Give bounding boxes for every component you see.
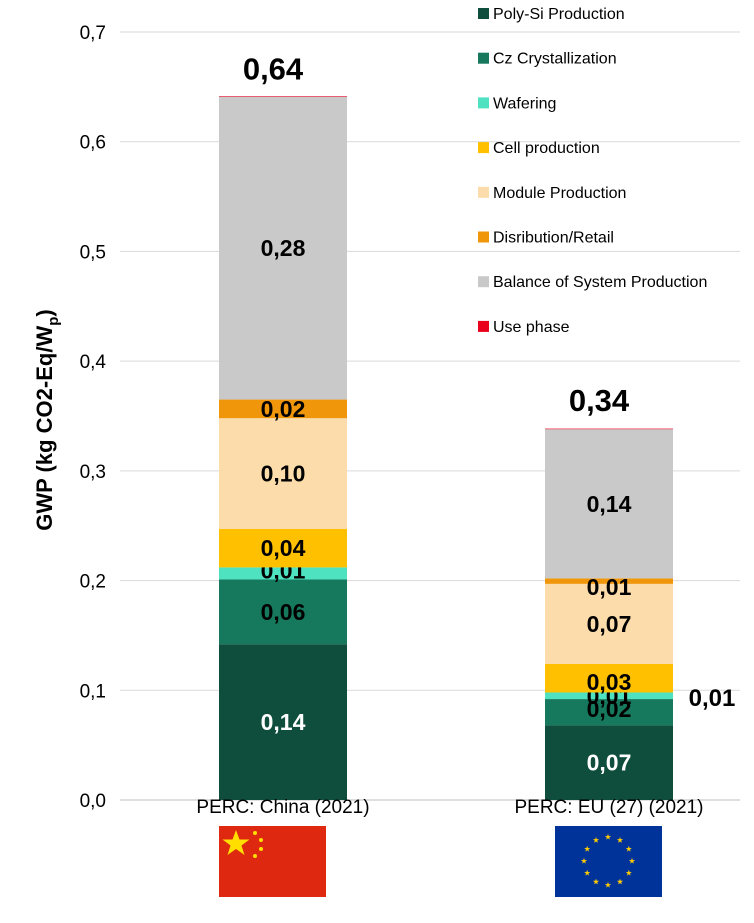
legend-entry: Balance of System Production: [493, 274, 707, 291]
eu-star-icon: [604, 881, 612, 888]
segment-label: 0,07: [587, 750, 632, 776]
bar-segment: [219, 399, 347, 419]
segment-label: 0,04: [261, 535, 306, 561]
bar-segment: [219, 644, 347, 800]
eu-star-icon: [580, 857, 588, 864]
segment-label: 0,07: [587, 611, 632, 637]
segment-label: 0,10: [261, 461, 306, 487]
category-label: PERC: China (2021): [196, 797, 369, 818]
segment-label: 0,14: [587, 491, 632, 517]
legend-swatch: [478, 231, 489, 243]
eu-star-icon: [584, 845, 591, 852]
y-tick-label: 0,7: [80, 23, 106, 44]
y-axis-ticks: 0,0 0,1 0,2 0,3 0,4 0,5 0,6 0,7: [80, 23, 107, 812]
bar-segment: [219, 418, 347, 530]
legend-swatch: [478, 142, 489, 154]
bar-segment: [219, 579, 347, 645]
eu-star-icon: [584, 869, 591, 876]
bar-segment: [545, 428, 673, 430]
legend-entry: Module Production: [493, 185, 626, 202]
legend-entry: Cell production: [493, 140, 600, 157]
bar-segment: [545, 699, 673, 726]
y-axis-label: GWP (kg CO2-Eq/Wp): [32, 309, 62, 530]
category-label: PERC: EU (27) (2021): [514, 797, 703, 818]
segment-label: 0,02: [587, 696, 632, 722]
eu-star-icon: [592, 878, 600, 885]
segment-label: 0,01: [587, 574, 632, 600]
legend-swatch: [478, 52, 489, 64]
y-tick-label: 0,4: [80, 352, 107, 373]
bar-segment: [219, 96, 347, 97]
china-flag-icon: [219, 826, 326, 897]
segment-label: 0,28: [261, 235, 306, 261]
bar-segment: [545, 583, 673, 664]
wafering-outside-label: 0,01: [689, 685, 736, 712]
eu-star-icon: [628, 857, 636, 864]
bar-segment: [545, 429, 673, 579]
total-label: 0,64: [243, 52, 304, 87]
eu-star-icon: [616, 837, 624, 843]
eu-star-icon: [616, 878, 624, 885]
category-labels: PERC: China (2021) PERC: EU (27) (2021): [196, 797, 703, 818]
legend-entry: Poly-Si Production: [493, 6, 625, 23]
legend-entry: Cz Crystallization: [493, 51, 617, 68]
bar-segment: [545, 725, 673, 800]
bar-totals: 0,64 0,34: [243, 52, 630, 418]
legend-swatch: [478, 276, 489, 288]
legend: Poly-Si Production Cz Crystallization Wafe…: [478, 6, 707, 336]
eu-star-icon: [604, 833, 612, 840]
bar-segment: [545, 578, 673, 584]
y-tick-label: 0,1: [80, 681, 106, 702]
bar-segment: [219, 96, 347, 400]
eu-star-icon: [625, 869, 632, 876]
legend-entry: Use phase: [493, 319, 570, 336]
y-tick-label: 0,2: [80, 572, 106, 593]
legend-swatch: [478, 320, 489, 332]
y-tick-label: 0,0: [80, 791, 106, 812]
bar-segment: [219, 567, 347, 580]
bars: 0,140,060,010,040,100,020,280,070,020,01…: [219, 96, 673, 800]
segment-label: 0,06: [261, 599, 306, 625]
bar-segment: [545, 663, 673, 693]
legend-swatch: [478, 97, 489, 109]
y-tick-label: 0,3: [80, 462, 106, 483]
eu-star-icon: [625, 845, 632, 852]
legend-swatch: [478, 186, 489, 198]
segment-label: 0,14: [261, 709, 306, 735]
segment-label: 0,03: [587, 669, 632, 695]
legend-swatch: [478, 8, 489, 19]
bar-segment: [545, 692, 673, 700]
total-label: 0,34: [569, 383, 630, 418]
segment-label: 0,02: [261, 396, 306, 422]
y-tick-label: 0,5: [80, 242, 106, 263]
legend-entry: Wafering: [493, 95, 556, 112]
eu-star-icon: [592, 837, 600, 843]
y-tick-label: 0,6: [80, 133, 106, 154]
eu-flag-icon: [555, 826, 662, 897]
legend-entry: Disribution/Retail: [493, 230, 614, 247]
bar-segment: [219, 529, 347, 568]
